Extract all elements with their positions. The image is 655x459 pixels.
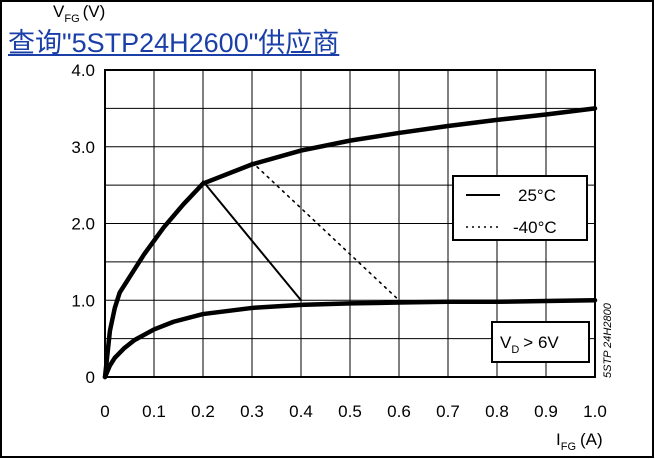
x-tick-label: 0.8 [485, 402, 509, 421]
legend: 25°C -40°C [452, 175, 588, 241]
series-line-thin [202, 180, 302, 302]
x-axis-label: IFG (A) [556, 430, 603, 453]
x-tick-label: 0.6 [387, 402, 411, 421]
y-tick-label: 1.0 [71, 291, 95, 310]
y-tick-label: 4.0 [71, 61, 95, 80]
x-tick-label: 0.4 [289, 402, 313, 421]
x-tick-label: 0.7 [436, 402, 460, 421]
y-axis-label: VFG (V) [53, 2, 105, 25]
y-tick-label: 2.0 [71, 215, 95, 234]
series-line-dotted [251, 161, 400, 302]
y-tick-labels: 0 1.0 2.0 3.0 4.0 [71, 61, 95, 387]
legend-box [452, 175, 588, 241]
x-tick-label: 1.0 [583, 402, 607, 421]
supplier-link[interactable]: 查询"5STP24H2600"供应商 [8, 28, 340, 58]
x-tick-label: 0.1 [142, 402, 166, 421]
condition-text: VD > 6V [500, 333, 559, 356]
series-group [102, 106, 598, 380]
y-tick-label: 0 [86, 368, 95, 387]
side-part-code: 5STP 24H2800 [602, 302, 614, 378]
x-tick-label: 0.2 [191, 402, 215, 421]
series-line-thick [102, 298, 598, 380]
condition-box: VD > 6V [491, 321, 590, 363]
y-tick-label: 3.0 [71, 138, 95, 157]
condition-box-border [491, 321, 590, 363]
series-line-thick [102, 106, 598, 380]
legend-label-minus40c: -40°C [513, 218, 557, 237]
x-tick-label: 0.3 [240, 402, 264, 421]
x-tick-label: 0.5 [338, 402, 362, 421]
x-tick-label: 0.9 [534, 402, 558, 421]
x-tick-label: 0 [100, 402, 109, 421]
x-tick-labels: 0 0.1 0.2 0.3 0.4 0.5 0.6 0.7 0.8 0.9 1.0 [100, 402, 607, 421]
legend-label-25c: 25°C [518, 186, 556, 205]
